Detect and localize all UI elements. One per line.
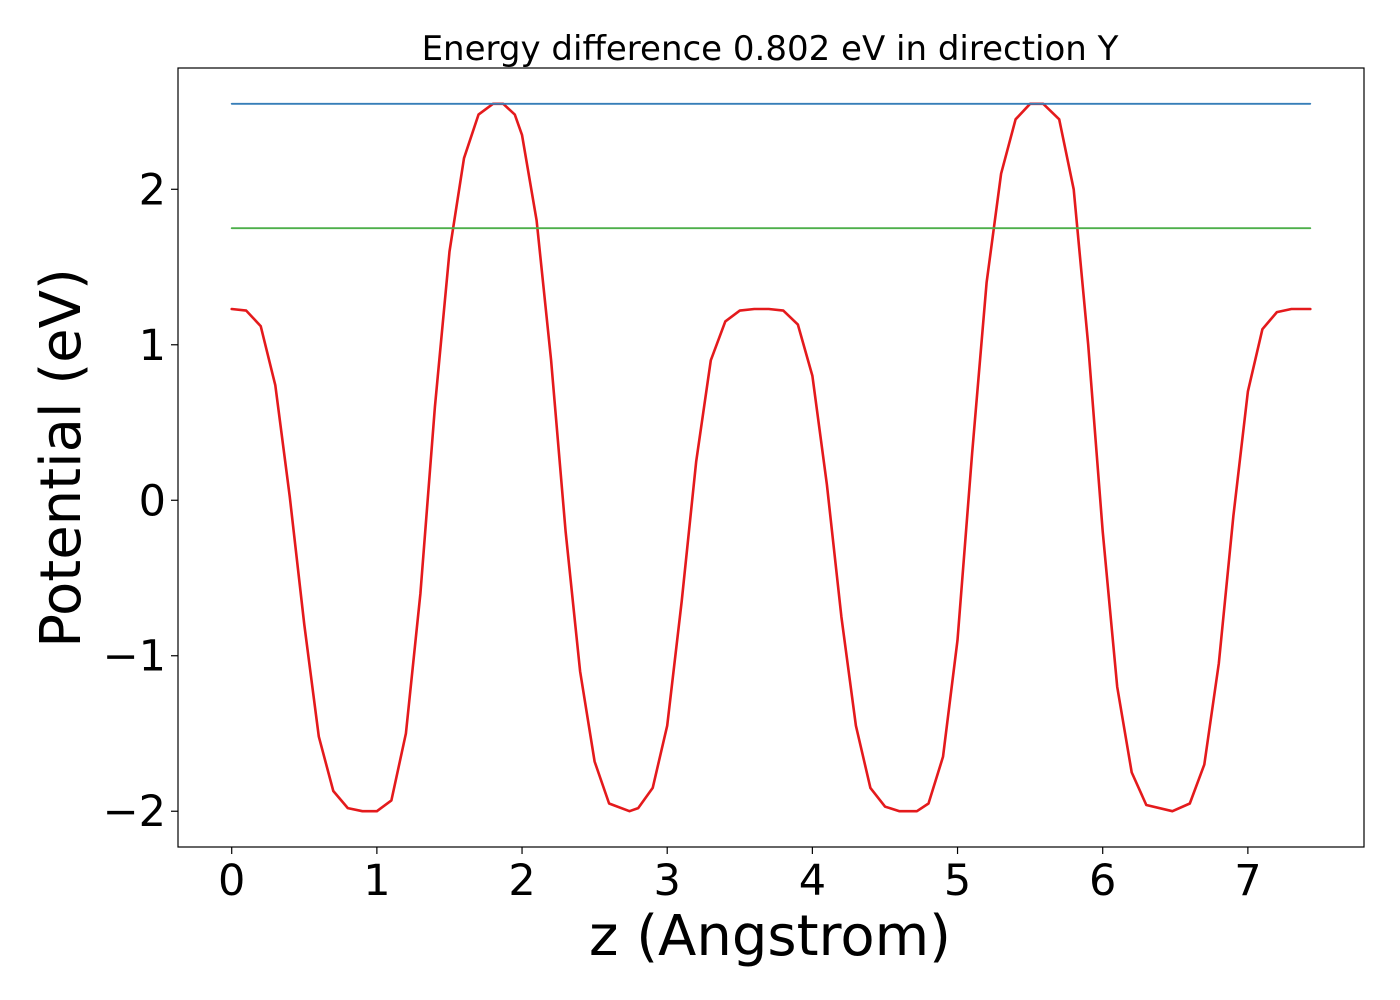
plot-area	[230, 102, 1312, 813]
chart-title: Energy difference 0.802 eV in direction …	[422, 29, 1119, 69]
y-tick-label: −2	[103, 787, 166, 837]
x-tick-label: 6	[1089, 856, 1116, 906]
x-tick-label: 7	[1234, 856, 1261, 906]
x-tick-label: 5	[944, 856, 971, 906]
plot-frame	[177, 67, 1365, 848]
series-line-0	[230, 102, 1312, 813]
y-tick-label: 1	[139, 321, 166, 371]
x-axis: 0 1 2 3 4 5 6 7	[218, 847, 1262, 906]
x-tick-label: 1	[363, 856, 390, 906]
y-axis: −2 −1 0 1 2	[103, 165, 178, 837]
x-axis-label: z (Angstrom)	[589, 904, 951, 969]
x-tick-label: 4	[799, 856, 826, 906]
y-axis-label: Potential (eV)	[29, 268, 94, 648]
x-tick-label: 3	[654, 856, 681, 906]
y-tick-label: −1	[103, 632, 166, 682]
x-tick-label: 2	[508, 856, 535, 906]
y-tick-label: 0	[139, 476, 166, 526]
x-tick-label: 0	[218, 856, 245, 906]
y-tick-label: 2	[139, 165, 166, 215]
